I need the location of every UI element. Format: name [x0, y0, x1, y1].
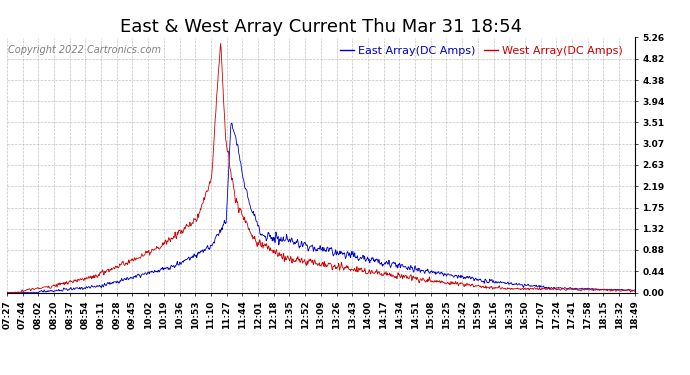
East Array(DC Amps) [228, 121, 236, 125]
Legend: East Array(DC Amps), West Array(DC Amps): East Array(DC Amps), West Array(DC Amps) [340, 46, 623, 56]
East Array(DC Amps) [4, 290, 12, 295]
West Array(DC Amps) [631, 289, 639, 294]
West Array(DC Amps) [152, 244, 161, 249]
West Array(DC Amps) [377, 271, 386, 276]
East Array(DC Amps) [522, 283, 531, 287]
East Array(DC Amps) [152, 270, 161, 274]
West Array(DC Amps) [5, 290, 13, 295]
East Array(DC Amps) [631, 288, 639, 292]
East Array(DC Amps) [178, 260, 186, 264]
East Array(DC Amps) [325, 248, 333, 252]
West Array(DC Amps) [522, 286, 531, 291]
West Array(DC Amps) [325, 262, 333, 266]
East Array(DC Amps) [451, 274, 459, 278]
West Array(DC Amps) [217, 41, 225, 46]
West Array(DC Amps) [451, 282, 459, 286]
East Array(DC Amps) [377, 260, 386, 265]
Text: Copyright 2022 Cartronics.com: Copyright 2022 Cartronics.com [8, 45, 161, 55]
Line: West Array(DC Amps): West Array(DC Amps) [7, 44, 635, 292]
Line: East Array(DC Amps): East Array(DC Amps) [7, 123, 635, 292]
Title: East & West Array Current Thu Mar 31 18:54: East & West Array Current Thu Mar 31 18:… [120, 18, 522, 36]
West Array(DC Amps) [3, 290, 11, 294]
West Array(DC Amps) [178, 228, 186, 233]
East Array(DC Amps) [3, 290, 11, 294]
